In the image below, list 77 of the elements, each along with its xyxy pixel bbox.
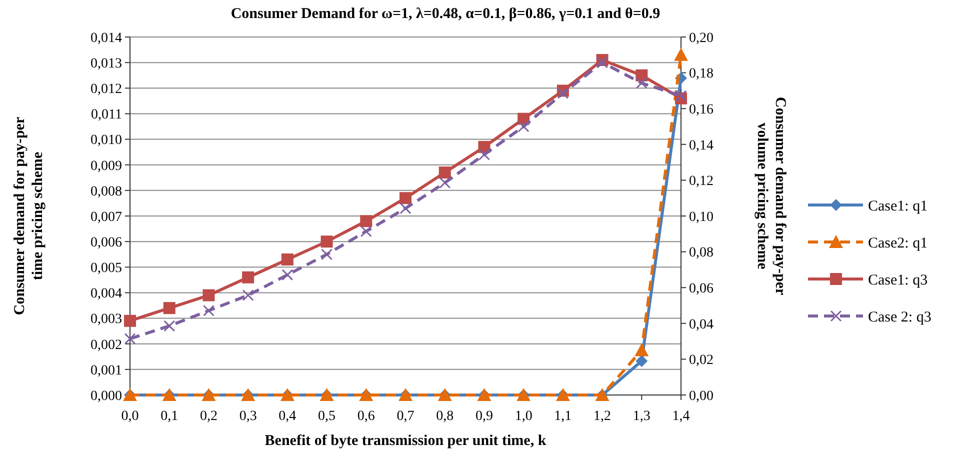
y2-tick-label: 0,12: [689, 174, 714, 190]
y-tick-label: 0,001: [90, 363, 122, 378]
point: [634, 343, 649, 356]
y2-tick-label: 0,02: [689, 353, 714, 368]
point: [202, 304, 214, 316]
point: [557, 88, 569, 100]
point: [164, 320, 176, 332]
y2-tick-label: 0,08: [689, 246, 714, 261]
point: [439, 177, 451, 189]
point: [675, 90, 687, 102]
x-tick-label: 0,8: [436, 409, 454, 424]
y-tick-label: 0,009: [90, 158, 122, 174]
point: [400, 202, 412, 214]
y2-tick-label: 0,06: [689, 282, 714, 296]
point: [124, 332, 136, 344]
y-tick-label: 0,005: [90, 261, 122, 276]
x-tick-label: 0,3: [239, 409, 257, 424]
point: [596, 56, 608, 68]
point: [242, 271, 254, 284]
x-tick-label: 0,1: [160, 409, 178, 424]
y2-tick-label: 0,14: [689, 138, 714, 154]
x-tick-label: 0,9: [475, 409, 493, 424]
y-tick-label: 0,004: [90, 286, 122, 302]
y-axis-title: Consumer demand for pay-per time pricing scheme: [12, 116, 46, 316]
y-tick-label: 0,012: [90, 82, 122, 98]
point: [438, 166, 451, 179]
y-tick-label: 0,014: [90, 30, 122, 46]
x-tick-label: 0,2: [200, 409, 218, 424]
y2-tick-label: 0,16: [689, 102, 714, 118]
y-tick-label: 0,008: [90, 184, 122, 200]
x-tick-label: 1,0: [514, 409, 532, 424]
point: [202, 289, 215, 302]
y-tick-label: 0,002: [90, 338, 122, 353]
point: [281, 253, 294, 266]
legend-label: Case2: q1: [868, 235, 928, 252]
point: [400, 192, 412, 204]
point: [636, 77, 648, 89]
x-axis-title: Benefit of byte transmission per unit time, k: [264, 433, 547, 449]
legend-label: Case1: q1: [868, 198, 928, 214]
y-tick-label: 0,013: [90, 56, 122, 72]
y-tick-label: 0,000: [90, 388, 122, 404]
x-tick-label: 1,2: [594, 409, 612, 424]
y-tick-label: 0,011: [91, 108, 122, 123]
point: [478, 148, 490, 160]
point: [320, 236, 333, 248]
point: [282, 269, 294, 281]
legend-label: Case1: q3: [868, 272, 928, 288]
x-tick-label: 1,1: [554, 409, 572, 424]
y-tick-label: 0,010: [90, 133, 122, 148]
y2-tick-label: 0,00: [689, 388, 714, 404]
point: [242, 290, 254, 302]
y-tick-label: 0,007: [90, 210, 122, 225]
point: [636, 354, 648, 367]
y2-axis-title: Consumer demand for pay-per volume pricing scheme: [754, 96, 788, 296]
point: [163, 302, 176, 314]
y2-tick-label: 0,20: [689, 30, 714, 46]
y-tick-label: 0,003: [90, 312, 122, 328]
point: [360, 226, 372, 238]
x-tick-label: 0,7: [396, 409, 414, 424]
y-tick-label: 0,006: [90, 235, 122, 250]
x-tick-label: 1,4: [672, 409, 690, 424]
y2-tick-label: 0,10: [689, 210, 714, 225]
legend-label: Case 2: q3: [868, 309, 932, 326]
point: [321, 248, 333, 260]
x-tick-label: 1,3: [632, 409, 650, 424]
point: [124, 314, 136, 327]
x-tick-label: 0,6: [357, 409, 375, 424]
point: [674, 48, 688, 61]
point: [518, 120, 530, 132]
x-tick-label: 0,4: [278, 409, 296, 424]
y2-tick-label: 0,04: [689, 317, 714, 332]
point: [360, 215, 372, 228]
x-tick-label: 0,5: [318, 409, 336, 424]
chart-title: Consumer Demand for ω=1, λ=0.48, α=0.1, β=0.86, γ=0.1 and θ=0.9: [230, 6, 660, 22]
x-tick-label: 0,0: [121, 409, 139, 424]
y2-tick-label: 0,18: [689, 66, 714, 82]
point: [636, 69, 648, 82]
